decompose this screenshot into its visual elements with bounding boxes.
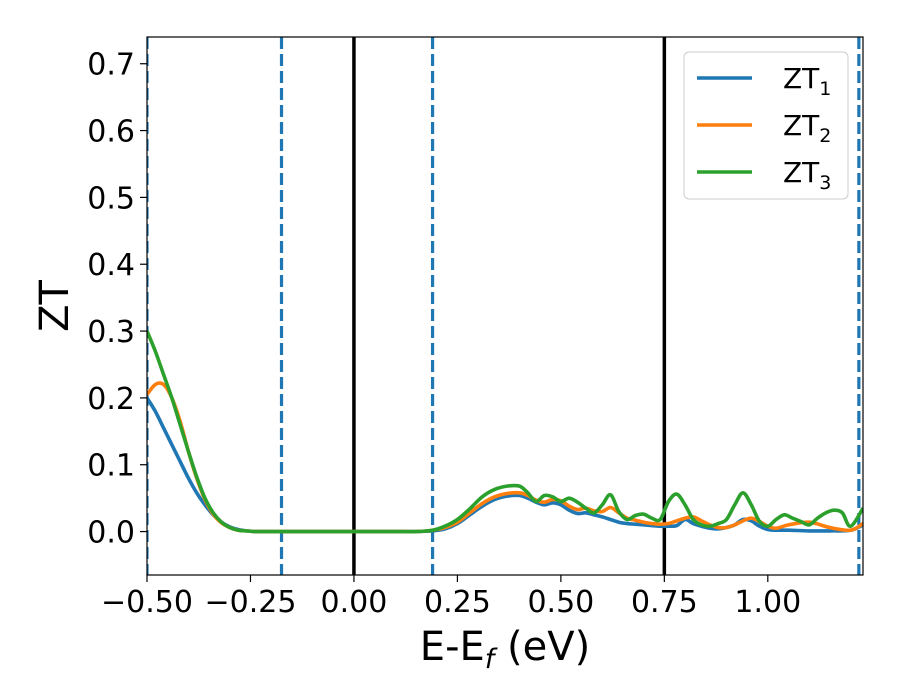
legend: ZT1 ZT2 ZT3 [683,51,849,200]
legend-items: ZT1 ZT2 ZT3 [697,62,831,194]
series-group [147,330,863,534]
legend-label-1: ZT1 [783,62,831,100]
x-tick-label: −0.25 [204,585,296,620]
x-axis-label: E-Ef (eV) [420,624,590,675]
x-tick-label: 0.50 [527,585,594,620]
y-tick-label: 0.3 [87,315,135,350]
plot-area-frame [146,36,864,576]
y-axis-label: ZT [32,280,78,332]
x-tick-label: 0.25 [424,585,491,620]
legend-label-3: ZT3 [783,156,831,194]
y-tick-label: 0.2 [87,382,135,417]
y-tick-label: 0.4 [87,248,135,283]
y-tick-label: 0.1 [87,449,135,484]
x-tick-label: 1.00 [734,585,801,620]
y-axis-ticks: 0.0 0.1 0.2 0.3 0.4 0.5 0.6 0.7 [87,48,147,551]
series-line-3 [147,330,863,534]
legend-box [683,51,849,200]
x-tick-label: −0.50 [101,585,193,620]
y-tick-label: 0.7 [87,48,135,83]
reference-lines [147,37,861,575]
x-axis-label-main: E-E [420,624,485,670]
x-axis-label-unit: (eV) [494,624,590,670]
legend-label-2: ZT2 [783,109,831,147]
x-tick-label: 0.00 [321,585,388,620]
x-axis-ticks: −0.50 −0.25 0.00 0.25 0.50 0.75 1.00 [101,575,801,620]
y-tick-label: 0.6 [87,115,135,150]
x-tick-label: 0.75 [631,585,698,620]
y-tick-label: 0.0 [87,516,135,551]
y-tick-label: 0.5 [87,181,135,216]
